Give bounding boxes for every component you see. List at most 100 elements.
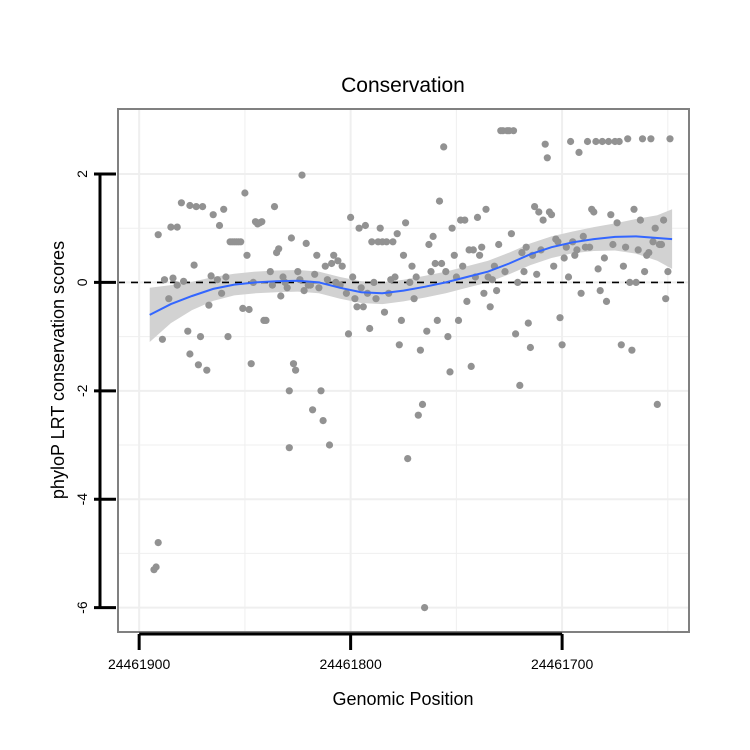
- data-point-237: [664, 268, 672, 276]
- data-point-142: [463, 297, 471, 305]
- data-point-22: [205, 301, 213, 309]
- data-point-108: [391, 273, 399, 281]
- data-point-37: [239, 304, 247, 312]
- data-point-164: [509, 127, 518, 135]
- data-point-65: [298, 171, 306, 179]
- data-point-121: [418, 400, 427, 408]
- data-point-207: [600, 254, 609, 262]
- data-point-200: [586, 243, 594, 251]
- data-point-40: [245, 305, 253, 314]
- data-point-209: [605, 137, 613, 146]
- data-point-190: [564, 273, 573, 281]
- data-point-129: [435, 197, 444, 205]
- data-point-175: [533, 270, 541, 278]
- data-point-85: [342, 289, 350, 297]
- data-point-115: [406, 278, 414, 286]
- data-point-57: [283, 284, 291, 292]
- data-point-122: [421, 604, 429, 612]
- data-point-167: [516, 381, 524, 389]
- data-point-38: [241, 189, 249, 197]
- data-point-211: [609, 240, 617, 249]
- data-point-62: [292, 366, 300, 374]
- data-point-154: [488, 276, 496, 284]
- y-tick-label-3: 0: [74, 278, 90, 286]
- data-point-87: [347, 213, 355, 221]
- data-point-21: [203, 366, 211, 374]
- data-point-79: [328, 259, 336, 268]
- data-point-84: [338, 262, 346, 270]
- data-point-26: [215, 221, 224, 230]
- smooth-line: [149, 235, 673, 316]
- data-point-11: [177, 199, 185, 207]
- data-point-97: [368, 238, 376, 246]
- data-point-51: [270, 203, 279, 211]
- data-point-86: [344, 330, 353, 338]
- y-tick-label-1: -4: [74, 493, 90, 506]
- data-point-64: [296, 276, 304, 284]
- data-point-130: [438, 259, 446, 268]
- data-point-23: [207, 272, 215, 280]
- data-point-103: [380, 308, 389, 316]
- data-point-119: [414, 411, 422, 419]
- data-point-2: [154, 539, 162, 547]
- confidence-band-area: [149, 209, 673, 342]
- data-point-213: [613, 219, 621, 227]
- data-point-189: [562, 243, 570, 251]
- data-point-7: [167, 223, 175, 231]
- data-point-72: [313, 251, 321, 259]
- data-point-225: [638, 135, 647, 143]
- data-point-169: [520, 268, 528, 276]
- data-point-135: [448, 224, 456, 232]
- data-point-132: [442, 268, 450, 276]
- data-point-74: [317, 387, 325, 395]
- data-point-229: [647, 135, 655, 143]
- data-point-163: [507, 230, 515, 238]
- data-point-117: [410, 295, 418, 303]
- data-point-96: [366, 324, 374, 333]
- data-point-110: [395, 341, 403, 349]
- data-point-208: [602, 297, 611, 305]
- data-point-136: [450, 251, 458, 259]
- data-point-124: [425, 240, 433, 249]
- data-point-76: [321, 262, 329, 270]
- data-point-140: [459, 262, 467, 270]
- data-point-236: [662, 295, 670, 303]
- data-point-5: [160, 276, 169, 284]
- data-point-224: [636, 216, 645, 224]
- x-axis: 24461900 24461800 24461700: [108, 632, 593, 672]
- data-point-89: [351, 295, 359, 303]
- data-point-182: [547, 211, 556, 219]
- data-point-48: [262, 316, 270, 324]
- data-point-77: [323, 276, 331, 284]
- data-point-93: [359, 303, 367, 311]
- data-point-183: [550, 262, 558, 270]
- data-point-235: [660, 216, 668, 224]
- data-point-59: [285, 444, 293, 452]
- data-point-118: [412, 273, 420, 281]
- data-point-94: [361, 221, 369, 230]
- data-point-176: [535, 208, 543, 216]
- data-point-222: [632, 278, 640, 286]
- data-point-36: [237, 238, 245, 246]
- data-point-120: [416, 346, 424, 354]
- data-point-149: [478, 243, 486, 251]
- data-point-10: [173, 281, 181, 289]
- data-point-238: [666, 135, 674, 143]
- data-point-98: [370, 278, 378, 286]
- x-axis-title: Genomic Position: [332, 689, 473, 709]
- data-point-17: [192, 203, 200, 211]
- data-point-230: [649, 238, 657, 246]
- data-point-215: [617, 341, 625, 349]
- data-point-29: [222, 273, 230, 281]
- data-point-8: [169, 274, 177, 282]
- smooth-line-layer: [149, 235, 673, 316]
- data-point-24: [209, 211, 217, 219]
- data-point-114: [404, 455, 412, 463]
- data-point-18: [194, 361, 202, 369]
- y-tick-label-0: -6: [74, 601, 90, 614]
- data-point-91: [355, 224, 363, 232]
- data-point-216: [619, 262, 628, 270]
- data-point-234: [657, 240, 666, 249]
- data-point-133: [444, 333, 452, 341]
